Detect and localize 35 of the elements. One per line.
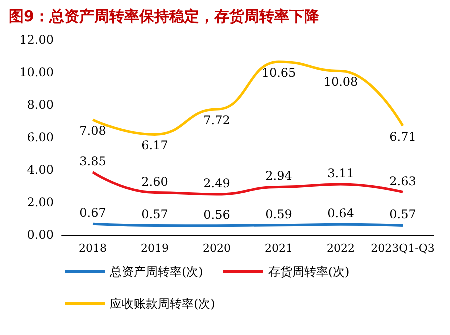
data-label: 6.17 [142, 138, 168, 153]
legend-label: 总资产周转率(次) [109, 265, 204, 279]
legend-label: 应收账款周转率(次) [110, 297, 216, 311]
data-label: 0.67 [80, 206, 106, 220]
data-label: 10.08 [324, 75, 358, 90]
data-label: 2.49 [204, 176, 230, 191]
x-tick-label: 2021 [265, 242, 293, 255]
data-label: 0.57 [142, 208, 168, 222]
y-tick-label: 2.00 [27, 196, 54, 210]
data-label: 0.56 [204, 208, 230, 222]
data-label: 2.60 [142, 174, 168, 189]
data-label: 0.59 [266, 207, 292, 222]
y-tick-label: 4.00 [27, 163, 54, 177]
data-label: 0.57 [390, 208, 416, 222]
x-tick-label: 2019 [141, 242, 169, 255]
x-tick-label: 2022 [327, 242, 355, 255]
legend-label: 存货周转率(次) [268, 265, 350, 279]
y-tick-label: 12.00 [20, 33, 54, 47]
chart-title: 图9：总资产周转率保持稳定，存货周转率下降 [9, 8, 320, 26]
data-label: 6.71 [390, 130, 416, 144]
data-label: 2.63 [390, 174, 416, 188]
data-label: 3.85 [80, 154, 106, 168]
y-tick-label: 6.00 [27, 130, 54, 144]
data-label: 7.08 [80, 124, 106, 138]
y-tick-label: 0.00 [27, 228, 54, 242]
y-tick-label: 8.00 [27, 98, 54, 112]
data-label: 10.65 [262, 66, 296, 80]
x-tick-label: 2020 [203, 242, 231, 255]
data-label: 0.64 [328, 206, 355, 221]
x-tick-label: 2023Q1-Q3 [371, 242, 435, 255]
data-label: 2.94 [266, 169, 293, 184]
x-tick-label: 2018 [79, 242, 107, 255]
data-label: 7.72 [204, 114, 230, 128]
y-tick-label: 10.00 [20, 66, 54, 80]
data-label: 3.11 [328, 166, 354, 180]
